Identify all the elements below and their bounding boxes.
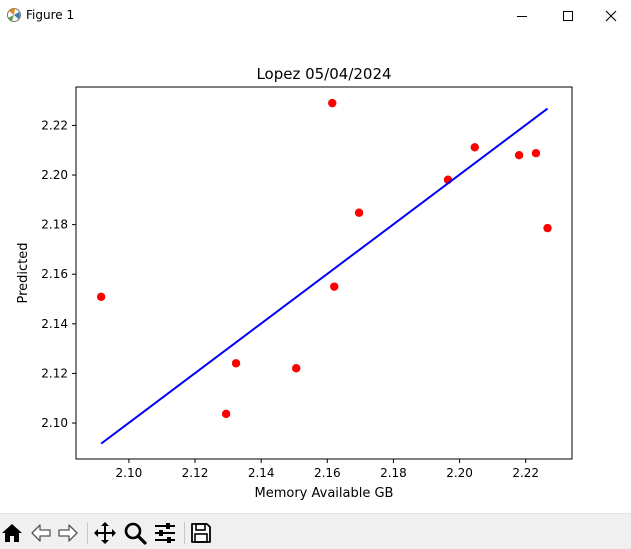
- scatter-plot: 2.10 2.12 2.14 2.16 2.18 2.20 2.22 2.10 2.12 2.14…: [16, 65, 573, 501]
- toolbar-separator: [87, 522, 88, 544]
- y-tick-label: 2.12: [41, 366, 68, 380]
- configure-subplots-button[interactable]: [153, 521, 177, 545]
- save-icon: [191, 523, 211, 543]
- save-button[interactable]: [189, 521, 213, 545]
- scatter-point: [231, 359, 241, 368]
- maximize-icon: [563, 10, 573, 21]
- figure-canvas[interactable]: 2.10 2.12 2.14 2.16 2.18 2.20 2.22 2.10 2.12 2.14…: [0, 31, 631, 512]
- x-tick-label: 2.12: [182, 466, 209, 480]
- back-icon: [31, 524, 51, 542]
- configure-subplots-icon: [155, 523, 175, 543]
- x-tick-label: 2.14: [248, 466, 275, 480]
- y-tick-label: 2.16: [41, 267, 68, 281]
- y-tick-label: 2.22: [41, 118, 68, 132]
- y-tick-label: 2.14: [41, 317, 68, 331]
- scatter-point: [96, 292, 106, 302]
- home-button[interactable]: [0, 521, 24, 545]
- pan-icon: [94, 522, 116, 544]
- zoom-button[interactable]: [123, 521, 147, 545]
- window-titlebar: Figure 1: [0, 0, 631, 31]
- matplotlib-app-icon: [6, 6, 22, 24]
- scatter-point: [514, 151, 524, 160]
- scatter-point: [221, 409, 231, 419]
- chart-title: Lopez 05/04/2024: [256, 65, 391, 83]
- close-button[interactable]: [591, 0, 631, 31]
- x-axis-label: Memory Available GB: [255, 486, 394, 501]
- y-tick-label: 2.10: [41, 416, 68, 430]
- axes-frame: [75, 86, 573, 460]
- toolbar-separator: [184, 522, 185, 544]
- back-button[interactable]: [29, 521, 53, 545]
- x-tick-label: 2.10: [116, 466, 143, 480]
- x-tick-label: 2.22: [512, 466, 539, 480]
- scatter-point: [470, 143, 479, 152]
- home-icon: [2, 524, 22, 542]
- scatter-point: [531, 149, 541, 158]
- minimize-icon: [517, 15, 527, 17]
- scatter-point: [543, 223, 552, 233]
- y-tick-label: 2.18: [41, 218, 68, 232]
- close-icon: [605, 10, 617, 21]
- scatter-point: [328, 98, 337, 108]
- regression-line: [100, 107, 549, 445]
- y-axis-label: Predicted: [16, 242, 31, 303]
- forward-button[interactable]: [56, 521, 80, 545]
- x-tick-label: 2.20: [446, 466, 473, 480]
- y-tick-label: 2.20: [41, 168, 68, 182]
- scatter-point: [292, 364, 301, 373]
- scatter-point: [354, 208, 364, 217]
- pan-button[interactable]: [93, 521, 117, 545]
- window-title: Figure 1: [26, 8, 75, 22]
- scatter-point: [330, 282, 339, 291]
- forward-icon: [58, 524, 78, 542]
- maximize-button[interactable]: [545, 0, 591, 31]
- minimize-button[interactable]: [499, 0, 545, 31]
- zoom-icon: [124, 522, 147, 545]
- x-tick-label: 2.18: [380, 466, 407, 480]
- navigation-toolbar: [0, 513, 631, 549]
- x-tick-label: 2.16: [314, 466, 341, 480]
